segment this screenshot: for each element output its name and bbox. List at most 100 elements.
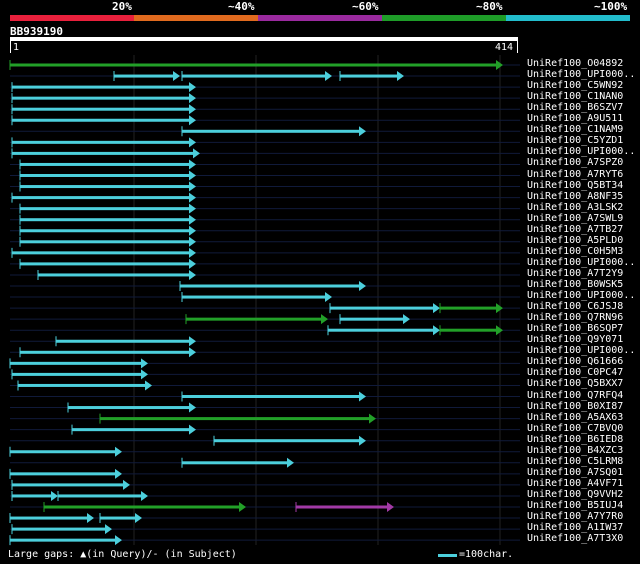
hit-label[interactable]: UniRef100_UPI000..	[527, 345, 636, 357]
hit-label[interactable]: UniRef100_UPI000..	[527, 69, 636, 81]
hit-label[interactable]: UniRef100_C5YZD1	[527, 135, 624, 147]
hit-segment[interactable]	[182, 295, 326, 299]
hit-segment[interactable]	[12, 140, 190, 144]
hit-label[interactable]: UniRef100_B4XZC3	[527, 444, 624, 456]
hit-segment[interactable]	[180, 284, 360, 288]
hit-segment[interactable]	[56, 339, 190, 343]
hit-segment[interactable]	[20, 162, 190, 166]
hit-segment[interactable]	[12, 372, 142, 376]
hit-segment[interactable]	[20, 262, 190, 266]
hit-segment[interactable]	[12, 96, 190, 100]
hit-label[interactable]: UniRef100_A7Y7R0	[527, 511, 624, 523]
hit-label[interactable]: UniRef100_B6SZV7	[527, 102, 624, 114]
hit-label[interactable]: UniRef100_C5LRM8	[527, 455, 624, 467]
hit-segment[interactable]	[182, 129, 360, 133]
hit-segment[interactable]	[440, 328, 497, 332]
hit-label[interactable]: UniRef100_UPI000..	[527, 146, 636, 158]
hit-segment[interactable]	[440, 306, 497, 310]
hit-label[interactable]: UniRef100_Q9VVH2	[527, 488, 624, 500]
hit-segment[interactable]	[12, 483, 124, 487]
hit-label[interactable]: UniRef100_A7T2Y9	[527, 267, 624, 279]
hit-label[interactable]: UniRef100_Q9Y071	[527, 334, 624, 346]
hit-segment[interactable]	[68, 406, 190, 410]
hit-label[interactable]: UniRef100_A7RYT6	[527, 168, 624, 180]
hit-label[interactable]: UniRef100_A7SPZ0	[527, 157, 624, 169]
hit-label[interactable]: UniRef100_UPI000..	[527, 256, 636, 268]
hit-label[interactable]: UniRef100_C7BVQ0	[527, 422, 624, 434]
hit-arrow-icon	[135, 513, 142, 524]
hit-label[interactable]: UniRef100_C5WN92	[527, 80, 624, 92]
hit-segment[interactable]	[10, 361, 142, 365]
hit-segment[interactable]	[20, 229, 190, 233]
hit-segment[interactable]	[58, 494, 142, 498]
hit-segment[interactable]	[182, 74, 326, 78]
hit-label[interactable]: UniRef100_C0H5M3	[527, 245, 624, 257]
hit-segment[interactable]	[182, 395, 360, 398]
hit-label[interactable]: UniRef100_B6IED8	[527, 433, 624, 445]
legend-segment	[10, 15, 134, 21]
hit-label[interactable]: UniRef100_UPI000..	[527, 290, 636, 302]
hit-label[interactable]: UniRef100_A8NF35	[527, 190, 624, 202]
hit-label[interactable]: UniRef100_C1NAN0	[527, 91, 624, 103]
hit-label[interactable]: UniRef100_B6SQP7	[527, 323, 624, 335]
hit-label[interactable]: UniRef100_C0PC47	[527, 367, 624, 379]
hit-segment[interactable]	[12, 196, 190, 200]
hit-label[interactable]: UniRef100_O04892	[527, 58, 624, 69]
hit-label[interactable]: UniRef100_A7SWL9	[527, 212, 624, 224]
hit-label[interactable]: UniRef100_A9U511	[527, 113, 624, 125]
hit-segment[interactable]	[12, 107, 190, 111]
hit-segment[interactable]	[20, 240, 190, 244]
hit-label[interactable]: UniRef100_A7SQ01	[527, 466, 624, 478]
hit-segment[interactable]	[10, 450, 116, 454]
hit-segment[interactable]	[12, 527, 106, 531]
hit-segment[interactable]	[340, 74, 398, 78]
hit-label[interactable]: UniRef100_B0WSK5	[527, 279, 624, 290]
hit-segment[interactable]	[20, 207, 190, 211]
hit-label[interactable]: UniRef100_Q7RN96	[527, 312, 624, 324]
hit-label[interactable]: UniRef100_Q61666	[527, 356, 624, 368]
hit-segment[interactable]	[186, 317, 322, 321]
hit-segment[interactable]	[296, 505, 388, 509]
hit-segment[interactable]	[10, 472, 116, 476]
hit-segment[interactable]	[12, 251, 190, 255]
hit-label[interactable]: UniRef100_A5AX63	[527, 411, 624, 423]
hit-segment[interactable]	[12, 85, 190, 89]
hit-label[interactable]: UniRef100_B0XI87	[527, 400, 624, 412]
hit-segment[interactable]	[72, 428, 190, 432]
hit-segment[interactable]	[182, 461, 288, 465]
hit-label[interactable]: UniRef100_C1NAM9	[527, 124, 624, 136]
hit-label[interactable]: UniRef100_A7T3X0	[527, 533, 624, 545]
hit-label[interactable]: UniRef100_A3LSK2	[527, 201, 624, 213]
hit-label[interactable]: UniRef100_A5PLD0	[527, 234, 624, 246]
hit-segment[interactable]	[44, 505, 240, 509]
hit-label[interactable]: UniRef100_A1IW37	[527, 522, 624, 534]
hit-segment[interactable]	[100, 417, 370, 421]
hit-label[interactable]: UniRef100_A7TB27	[527, 223, 624, 235]
hit-segment[interactable]	[38, 273, 190, 277]
hit-segment[interactable]	[10, 63, 497, 67]
hit-segment[interactable]	[100, 516, 136, 520]
hit-segment[interactable]	[340, 317, 404, 321]
hit-label[interactable]: UniRef100_A4VF71	[527, 477, 624, 489]
hit-arrow-icon	[87, 513, 94, 524]
hit-segment[interactable]	[10, 538, 116, 542]
hit-label[interactable]: UniRef100_C6JSJ8	[527, 301, 624, 313]
hit-segment[interactable]	[18, 383, 146, 387]
hit-segment[interactable]	[214, 439, 360, 443]
hit-segment[interactable]	[20, 350, 190, 354]
hit-segment[interactable]	[114, 74, 174, 78]
hit-segment[interactable]	[20, 185, 190, 189]
hit-segment[interactable]	[330, 306, 434, 310]
hit-segment[interactable]	[20, 218, 190, 222]
hit-label[interactable]: UniRef100_Q5BT34	[527, 179, 624, 191]
hit-segment[interactable]	[12, 118, 190, 122]
hit-segment[interactable]	[12, 494, 52, 498]
legend-segment	[506, 15, 630, 21]
hit-segment[interactable]	[328, 328, 434, 332]
hit-segment[interactable]	[10, 516, 88, 520]
hit-label[interactable]: UniRef100_B5IUJ4	[527, 500, 624, 511]
hit-segment[interactable]	[20, 174, 190, 177]
hit-segment[interactable]	[12, 151, 194, 155]
hit-label[interactable]: UniRef100_Q5BXX7	[527, 378, 624, 390]
hit-label[interactable]: UniRef100_Q7RFQ4	[527, 389, 624, 401]
